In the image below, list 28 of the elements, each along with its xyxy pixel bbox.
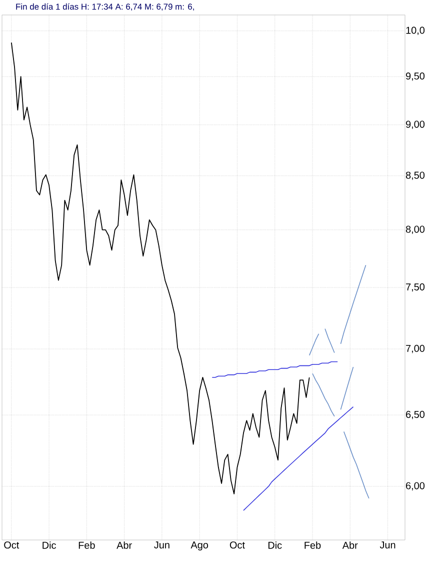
y-tick-label: 9,00 <box>406 120 425 129</box>
y-tick-label: 9,50 <box>406 72 425 81</box>
x-tick-label: Jun <box>154 541 170 548</box>
y-tick-label: 10,0 <box>406 26 425 35</box>
line-series <box>312 373 335 417</box>
x-tick-label: Dic <box>42 541 56 549</box>
line-series <box>343 431 370 499</box>
line-series <box>308 333 320 356</box>
x-tick-label: Feb <box>304 541 321 549</box>
y-tick-label: 7,50 <box>406 283 425 292</box>
y-tick-label: 6,50 <box>406 410 425 420</box>
x-tick-label: Abr <box>342 541 358 549</box>
line-series <box>340 264 366 344</box>
x-tick-label: Oct <box>4 542 20 549</box>
chart-title: Fin de día 1 días H: 17:34 A: 6,74 M: 6,79 m: 6, <box>16 3 194 11</box>
x-tick-label: Dic <box>268 541 282 549</box>
x-tick-label: Abr <box>116 541 132 549</box>
y-tick-label: 7,00 <box>406 344 425 354</box>
x-tick-label: Oct <box>230 542 245 549</box>
y-tick-label: 8,00 <box>406 226 425 234</box>
x-tick-label: Feb <box>78 541 95 549</box>
line-series <box>340 366 354 410</box>
line-series <box>10 42 310 494</box>
y-tick-label: 6,00 <box>406 482 425 490</box>
x-tick-label: Ago <box>190 541 208 550</box>
line-series <box>324 328 335 354</box>
x-tick-label: Jun <box>380 541 396 548</box>
y-tick-label: 8,50 <box>406 172 425 180</box>
